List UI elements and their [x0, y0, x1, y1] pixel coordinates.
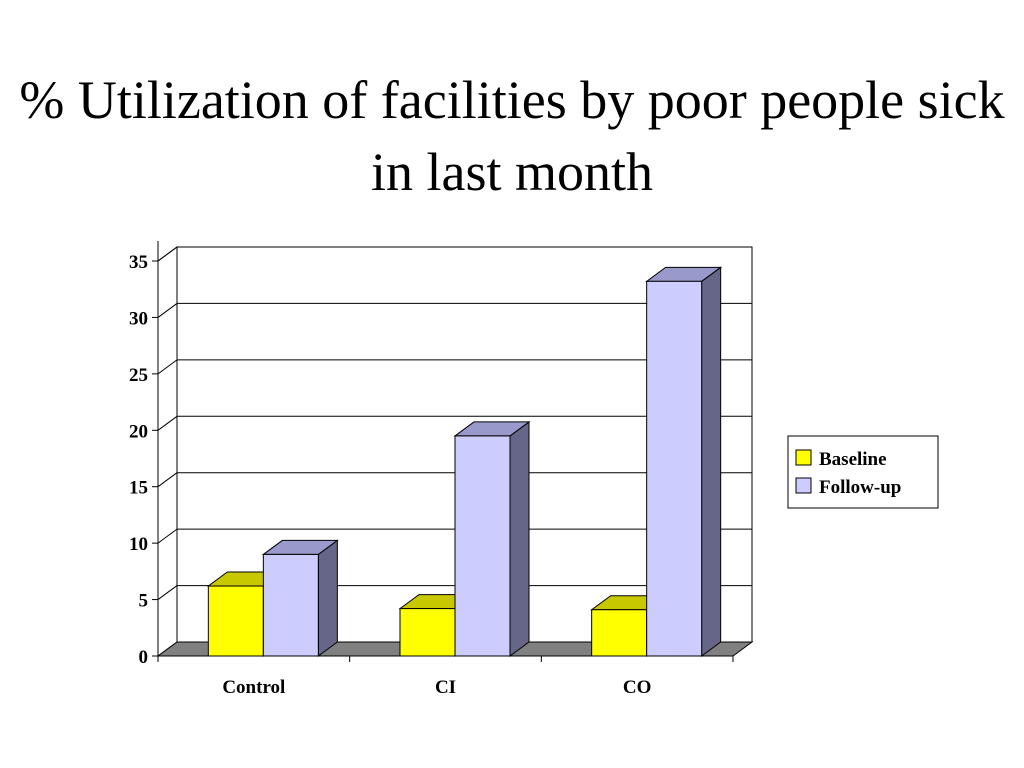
x-tick-label: CO	[623, 677, 652, 698]
y-tick-label: 0	[139, 647, 149, 668]
y-tick-label: 10	[129, 534, 148, 555]
side-wall	[157, 246, 178, 657]
y-tick-label: 30	[129, 308, 148, 329]
bar-front	[646, 280, 703, 657]
legend-label: Follow-up	[819, 477, 901, 498]
bar-ci-follow-up	[453, 420, 531, 657]
x-tick-label: Control	[222, 677, 285, 698]
y-tick-label: 15	[129, 478, 148, 499]
bar-control-follow-up	[261, 539, 339, 657]
bars	[206, 266, 723, 657]
gridline-side	[157, 585, 178, 600]
bar-front	[399, 608, 456, 657]
gridline-side	[157, 528, 178, 544]
legend-box	[787, 435, 939, 509]
bar-front	[262, 553, 319, 657]
bar-front	[207, 585, 264, 657]
gridline-side	[157, 359, 178, 375]
bar-front	[591, 609, 648, 657]
x-axis-ticks: Control CI CO	[157, 656, 734, 698]
legend: Baseline Follow-up	[787, 435, 939, 509]
legend-swatch	[795, 449, 812, 466]
y-axis-ticks: 0 5 10 15 20 25 30 35	[129, 252, 158, 668]
gridline-side	[157, 472, 178, 488]
bar-side	[509, 420, 530, 657]
legend-swatch	[795, 477, 812, 494]
y-tick-label: 25	[129, 365, 148, 386]
legend-label: Baseline	[819, 449, 887, 470]
bar-side	[701, 266, 722, 657]
slide-title: % Utilization of facilities by poor peop…	[19, 70, 1005, 202]
gridline-side	[157, 246, 178, 262]
y-tick-label: 35	[129, 252, 148, 273]
y-tick-label: 20	[129, 421, 148, 442]
bar-front	[454, 435, 511, 657]
gridline-side	[157, 303, 178, 318]
bar-side	[317, 539, 338, 657]
gridline-side	[157, 415, 178, 431]
bar-co-follow-up	[645, 266, 723, 657]
legend-item-baseline: Baseline	[795, 449, 887, 470]
y-tick-label: 5	[139, 591, 149, 612]
x-tick-label: CI	[435, 677, 456, 698]
legend-item-follow-up: Follow-up	[795, 477, 901, 498]
